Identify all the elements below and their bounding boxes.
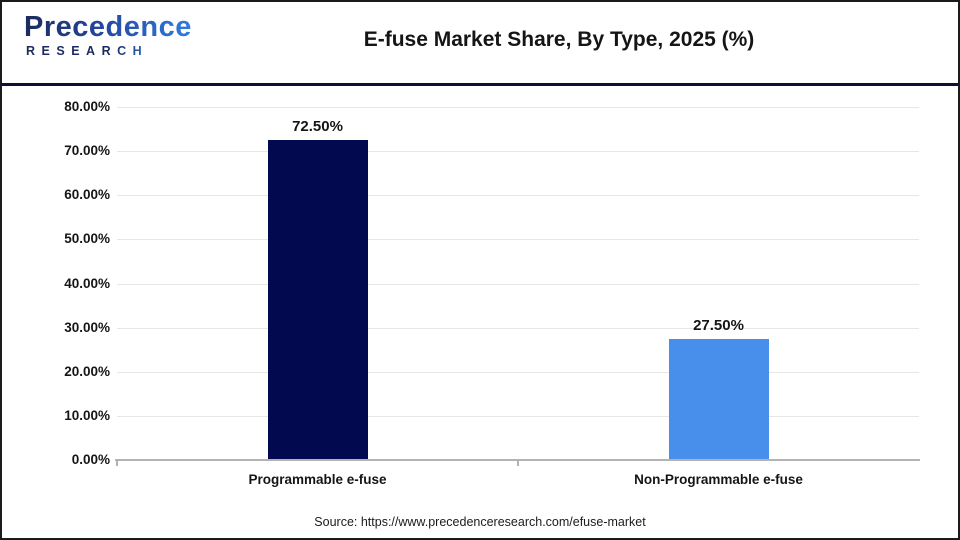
gridline [117, 239, 919, 241]
y-tick-label: 20.00% [64, 363, 110, 379]
gridline [117, 371, 919, 373]
x-category-label: Non-Programmable e-fuse [634, 472, 803, 487]
y-tick-label: 30.00% [64, 319, 110, 335]
header-divider [2, 83, 958, 86]
bar-value-label: 27.50% [693, 317, 744, 334]
y-tick-label: 60.00% [64, 187, 110, 203]
bar-non-programmable-e-fuse [668, 339, 769, 460]
y-tick-label: 0.00% [71, 452, 110, 467]
gridline [117, 283, 919, 285]
chart-title: E-fuse Market Share, By Type, 2025 (%) [363, 28, 755, 51]
gridline [117, 151, 919, 153]
y-tick-label: 10.00% [64, 407, 110, 423]
header: Precedence RESEARCH E-fuse Market Share,… [2, 2, 958, 83]
axis-tick [116, 459, 118, 466]
plot-area: 72.50% 27.50% [117, 107, 919, 460]
bar-value-label: 72.50% [292, 118, 343, 135]
y-tick-label: 50.00% [64, 231, 110, 247]
x-category-label: Programmable e-fuse [248, 472, 387, 487]
gridline [117, 327, 919, 329]
y-tick-label: 70.00% [64, 143, 110, 159]
source-text: Source: https://www.precedenceresearch.c… [314, 515, 646, 529]
gridline [117, 107, 919, 108]
logo-wordmark: Precedence [24, 11, 192, 43]
precedence-logo: Precedence RESEARCH [24, 11, 192, 58]
logo-subtitle: RESEARCH [26, 44, 192, 58]
gridline [117, 415, 919, 417]
axis-tick [517, 459, 519, 466]
y-tick-label: 80.00% [64, 99, 110, 114]
gridline [117, 195, 919, 197]
bar-programmable-e-fuse [267, 140, 368, 460]
y-tick-label: 40.00% [64, 275, 110, 291]
